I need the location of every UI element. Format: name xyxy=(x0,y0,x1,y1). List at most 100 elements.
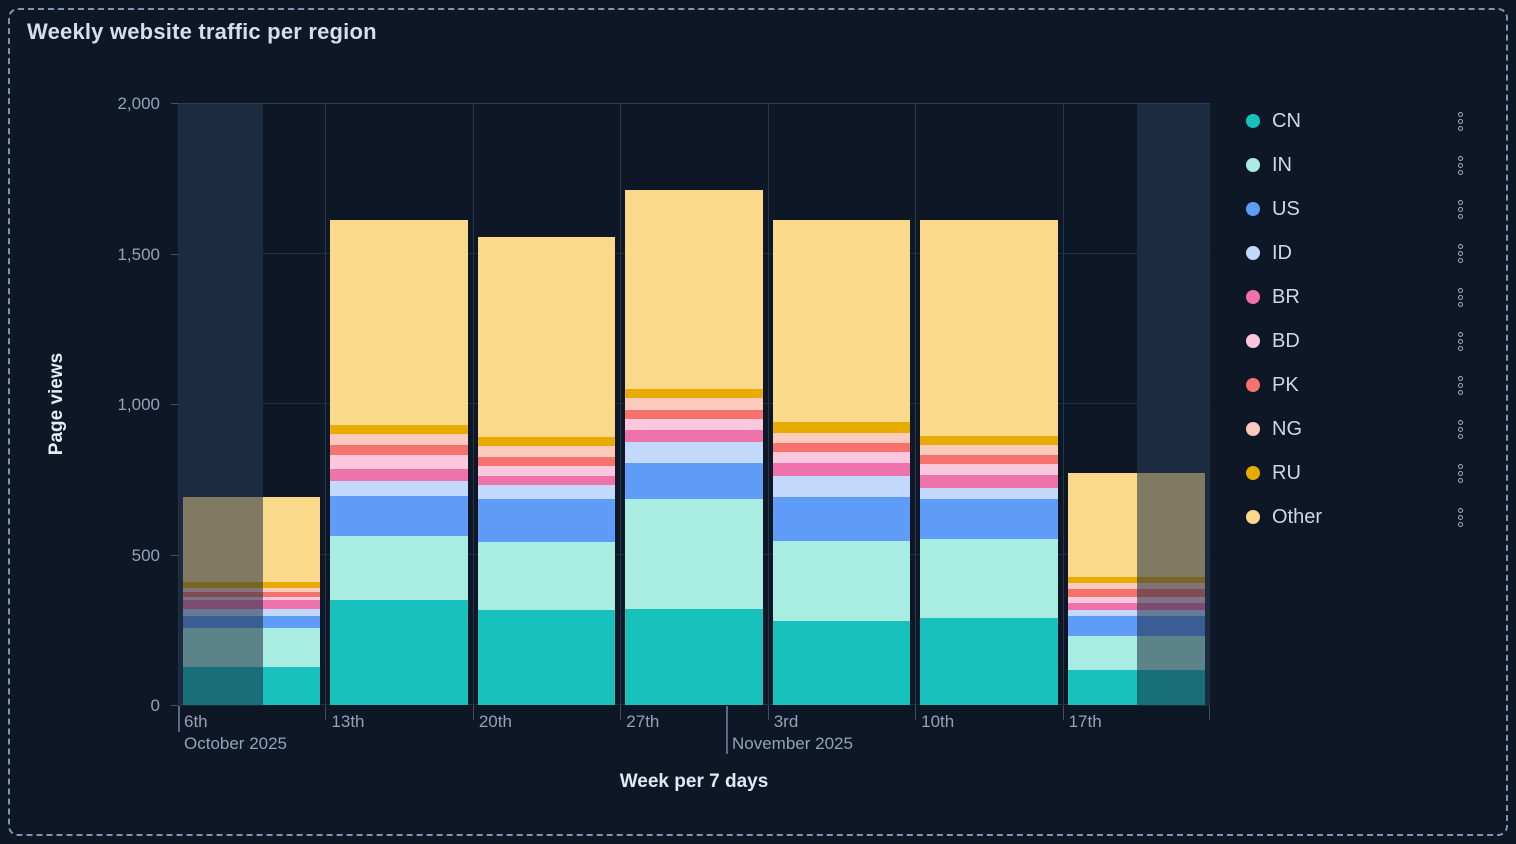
y-tick-label: 0 xyxy=(150,696,160,715)
bar-segment-Other-13th[interactable] xyxy=(330,220,468,426)
panel-title: Weekly website traffic per region xyxy=(27,19,377,44)
bar-segment-NG-10th[interactable] xyxy=(920,444,1058,456)
legend-item-PK[interactable]: PK xyxy=(1240,363,1472,407)
series-options-kebab-icon[interactable] xyxy=(1458,199,1463,219)
y-tick-label: 1,500 xyxy=(117,244,160,264)
bar-segment-IN-20th[interactable] xyxy=(477,542,616,611)
kebab-ring xyxy=(1458,419,1463,425)
legend-item-US[interactable]: US xyxy=(1240,187,1472,231)
bar-segment-RU-13th[interactable] xyxy=(330,425,468,435)
legend-item-ID[interactable]: ID xyxy=(1240,231,1472,275)
bar-segment-ID-17th[interactable] xyxy=(1067,610,1205,617)
bar-segment-NG-3rd[interactable] xyxy=(772,432,911,444)
series-options-kebab-icon[interactable] xyxy=(1458,243,1463,263)
y-tick-mark xyxy=(171,103,178,104)
bar-segment-Other-10th[interactable] xyxy=(920,220,1058,436)
legend-item-BD[interactable]: BD xyxy=(1240,319,1472,363)
bar-segment-RU-20th[interactable] xyxy=(477,437,616,447)
bar-segment-Other-27th[interactable] xyxy=(625,190,763,389)
bar-segment-CN-20th[interactable] xyxy=(477,610,616,705)
series-options-kebab-icon[interactable] xyxy=(1458,155,1463,175)
y-tick-label: 1,000 xyxy=(117,395,160,414)
bar-segment-CN-27th[interactable] xyxy=(625,608,763,705)
legend-item-CN[interactable]: CN xyxy=(1240,99,1472,143)
bar-segment-BR-13th[interactable] xyxy=(330,468,468,481)
bar-segment-ID-10th[interactable] xyxy=(920,488,1058,499)
series-options-kebab-icon[interactable] xyxy=(1458,507,1463,527)
legend-item-NG[interactable]: NG xyxy=(1240,407,1472,451)
week-tick xyxy=(473,706,474,720)
series-options-kebab-icon[interactable] xyxy=(1458,331,1463,351)
bar-segment-BD-20th[interactable] xyxy=(477,465,616,477)
kebab-ring xyxy=(1458,155,1463,161)
bar-segment-PK-17th[interactable] xyxy=(1067,589,1205,597)
bar-segment-RU-27th[interactable] xyxy=(625,388,763,398)
bar-segment-PK-27th[interactable] xyxy=(625,410,763,420)
bar-segment-ID-3rd[interactable] xyxy=(772,476,911,498)
bar-segment-PK-3rd[interactable] xyxy=(772,443,911,453)
bar-segment-BD-17th[interactable] xyxy=(1067,596,1205,603)
bar-segment-ID-20th[interactable] xyxy=(477,485,616,499)
bar-segment-US-27th[interactable] xyxy=(625,462,763,499)
legend-item-RU[interactable]: RU xyxy=(1240,451,1472,495)
bar-segment-PK-10th[interactable] xyxy=(920,455,1058,465)
bar-segment-RU-3rd[interactable] xyxy=(772,422,911,433)
series-options-kebab-icon[interactable] xyxy=(1458,375,1463,395)
bar-segment-US-20th[interactable] xyxy=(477,498,616,543)
bar-segment-US-13th[interactable] xyxy=(330,495,468,537)
month-label-october: October 2025 xyxy=(184,734,288,753)
bar-segment-IN-27th[interactable] xyxy=(625,498,763,609)
bar-segment-BD-10th[interactable] xyxy=(920,464,1058,475)
legend-item-BR[interactable]: BR xyxy=(1240,275,1472,319)
bar-segment-Other-3rd[interactable] xyxy=(772,220,911,423)
kebab-ring xyxy=(1458,331,1463,337)
kebab-ring xyxy=(1458,375,1463,381)
bar-segment-IN-3rd[interactable] xyxy=(772,540,911,621)
legend-color-dot xyxy=(1246,114,1260,128)
bar-segment-ID-27th[interactable] xyxy=(625,441,763,463)
bar-segment-CN-3rd[interactable] xyxy=(772,620,911,705)
bar-segment-CN-10th[interactable] xyxy=(920,617,1058,705)
series-options-kebab-icon[interactable] xyxy=(1458,287,1463,307)
bar-segment-NG-27th[interactable] xyxy=(625,398,763,411)
bar-segment-NG-17th[interactable] xyxy=(1067,583,1205,590)
bar-segment-BR-17th[interactable] xyxy=(1067,602,1205,611)
bar-segment-IN-13th[interactable] xyxy=(330,536,468,600)
bar-segment-RU-10th[interactable] xyxy=(920,435,1058,445)
bar-segment-PK-13th[interactable] xyxy=(330,444,468,456)
bar-segment-BD-27th[interactable] xyxy=(625,419,763,430)
legend-item-Other[interactable]: Other xyxy=(1240,495,1472,539)
bar-segment-ID-13th[interactable] xyxy=(330,480,468,496)
bar-segment-Other-20th[interactable] xyxy=(477,236,616,438)
legend-item-label: NG xyxy=(1272,417,1302,440)
bar-segment-US-3rd[interactable] xyxy=(772,497,911,541)
bar-20th xyxy=(477,236,616,705)
bar-segment-BD-13th[interactable] xyxy=(330,455,468,469)
bar-segment-CN-13th[interactable] xyxy=(330,599,468,705)
series-options-kebab-icon[interactable] xyxy=(1458,419,1463,439)
bar-segment-NG-13th[interactable] xyxy=(330,434,468,445)
series-options-kebab-icon[interactable] xyxy=(1458,111,1463,131)
bar-segment-US-10th[interactable] xyxy=(920,498,1058,540)
legend-item-IN[interactable]: IN xyxy=(1240,143,1472,187)
x-tick-label: 3rd xyxy=(773,712,799,731)
bar-segment-BR-10th[interactable] xyxy=(920,474,1058,489)
week-tick xyxy=(620,706,621,720)
bar-segment-PK-20th[interactable] xyxy=(477,456,616,466)
x-tick-label: 27th xyxy=(626,712,660,731)
bar-segment-BR-27th[interactable] xyxy=(625,429,763,442)
bar-10th xyxy=(920,220,1058,705)
bar-segment-IN-10th[interactable] xyxy=(920,539,1058,618)
month-label-november: November 2025 xyxy=(732,734,853,753)
bar-segment-BR-3rd[interactable] xyxy=(772,462,911,477)
x-tick-label: 20th xyxy=(478,712,512,731)
bar-segment-BR-20th[interactable] xyxy=(477,476,616,486)
kebab-ring xyxy=(1458,257,1463,263)
bar-segment-BD-3rd[interactable] xyxy=(772,452,911,463)
bar-segment-NG-20th[interactable] xyxy=(477,446,616,457)
series-options-kebab-icon[interactable] xyxy=(1458,463,1463,483)
bar-segment-RU-17th[interactable] xyxy=(1067,577,1205,584)
legend-color-dot xyxy=(1246,246,1260,260)
kebab-ring xyxy=(1458,382,1463,388)
y-tick-mark xyxy=(171,554,178,556)
